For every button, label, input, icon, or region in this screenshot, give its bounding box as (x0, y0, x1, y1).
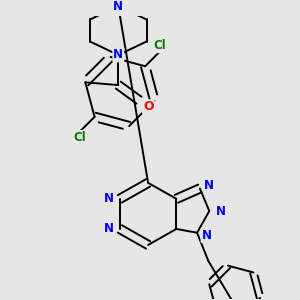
Text: N: N (216, 205, 226, 218)
Text: N: N (113, 49, 123, 62)
Text: N: N (103, 223, 114, 236)
Text: O: O (143, 100, 154, 113)
Text: N: N (113, 0, 123, 13)
Text: N: N (204, 179, 214, 192)
Text: N: N (103, 192, 114, 205)
Text: N: N (202, 229, 212, 242)
Text: Cl: Cl (73, 131, 86, 144)
Text: Cl: Cl (154, 39, 166, 52)
